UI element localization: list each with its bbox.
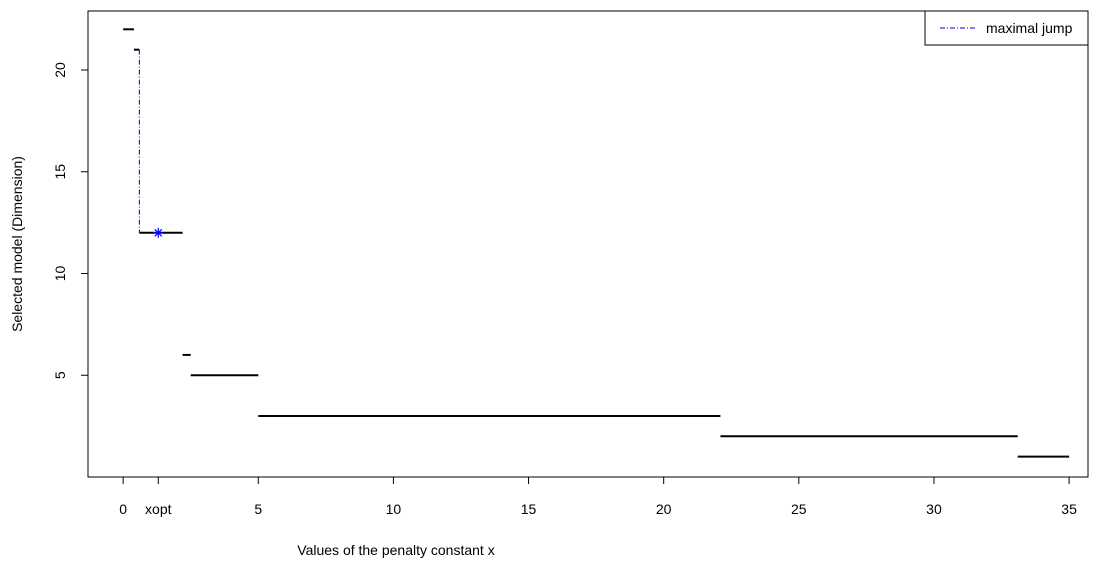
x-tick-label-6: 25 [791,501,807,517]
x-tick-label-4: 15 [521,501,537,517]
y-tick-label-3: 20 [52,62,68,78]
x-tick-label-8: 35 [1061,501,1077,517]
y-axis-title: Selected model (Dimension) [9,156,25,332]
x-axis-title: Values of the penalty constant x [297,542,494,558]
y-tick-label-2: 15 [52,164,68,180]
x-tick-label-1: xopt [145,501,172,517]
y-tick-label-0: 5 [52,371,68,379]
legend: maximal jump [924,10,1089,46]
plot-frame [87,10,1089,478]
x-tick-label-3: 10 [386,501,402,517]
xopt-point [153,227,164,238]
x-tick-label-5: 20 [656,501,672,517]
legend-label-maximal-jump: maximal jump [986,20,1073,36]
step-segments [123,28,1070,458]
y-axis: 5 10 15 20 [52,62,89,379]
xopt-point-stroke-3 [154,228,163,237]
y-tick-label-1: 10 [52,266,68,282]
x-tick-label-7: 30 [926,501,942,517]
x-axis: 0 xopt 5 10 15 20 25 30 35 [119,476,1077,517]
xopt-point-marker [153,227,164,238]
x-tick-label-2: 5 [254,501,262,517]
x-tick-label-0: 0 [119,501,127,517]
